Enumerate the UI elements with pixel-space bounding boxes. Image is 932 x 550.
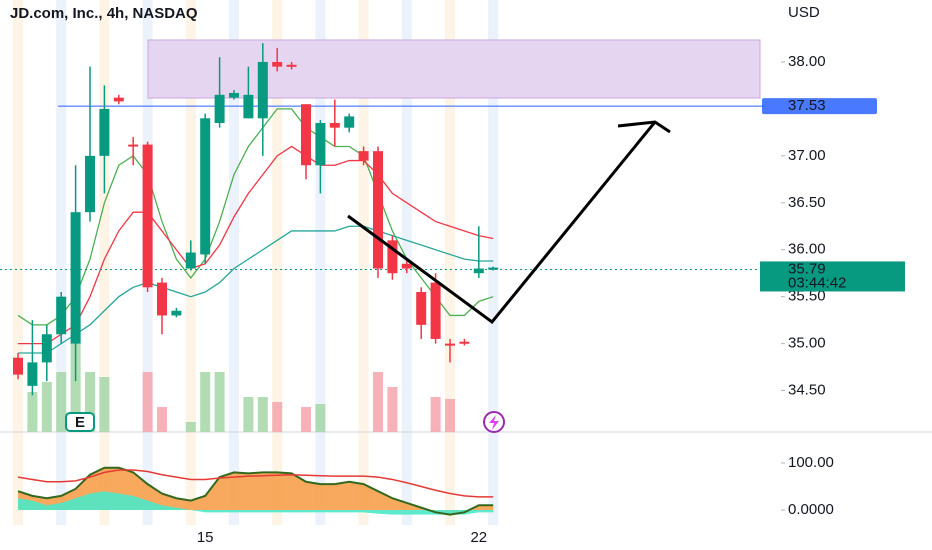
plot: 34.50 35.00 35.50 36.00 36.50 37.00 38.00 100.0… — [0, 43, 905, 546]
y-tick-label: 35.50 — [788, 288, 826, 305]
y-tick-label: 35.00 — [788, 335, 826, 352]
volume-bar — [56, 372, 67, 432]
candle-body — [27, 362, 38, 386]
earnings-icon: E — [75, 414, 85, 431]
candle-body — [56, 296, 67, 335]
candle-body — [13, 357, 23, 375]
candle-body — [445, 343, 455, 346]
supply-zone — [147, 39, 761, 99]
candle-body — [272, 61, 283, 67]
session-band — [229, 0, 239, 525]
volume-bar — [157, 407, 167, 432]
volume-bar — [27, 392, 38, 432]
volume-bar — [214, 372, 225, 432]
candle-body — [70, 212, 81, 344]
session-band — [445, 0, 455, 525]
candle-body — [488, 267, 499, 270]
y-tick-label: 38.00 — [788, 53, 826, 70]
session-band — [315, 0, 326, 525]
volume-bar — [243, 397, 254, 432]
session-band — [13, 0, 23, 525]
volume-bar — [430, 397, 441, 432]
candle-body — [301, 104, 311, 166]
candle-body — [128, 144, 139, 147]
candle-body — [99, 108, 110, 156]
countdown-label: 03:44:42 — [788, 274, 846, 291]
candle-body — [85, 155, 95, 213]
level-label: 37.53 — [788, 97, 826, 114]
candle-body — [113, 97, 124, 102]
volume-bar — [185, 422, 196, 432]
candle-body — [257, 61, 268, 119]
candle-body — [344, 116, 355, 128]
moving-average — [18, 225, 494, 354]
candle-body — [214, 94, 225, 123]
x-tick-label: 15 — [197, 529, 214, 546]
session-band — [358, 0, 369, 525]
candle-body — [142, 144, 153, 288]
x-tick-label: 22 — [470, 529, 487, 546]
volume-bar — [445, 399, 455, 432]
candle-body — [157, 282, 167, 316]
volume-bar — [387, 387, 398, 432]
candle-body — [401, 263, 412, 269]
y-tick-label: 37.00 — [788, 147, 826, 164]
candle-body — [416, 291, 427, 325]
moving-average — [18, 145, 494, 345]
candle-body — [430, 282, 441, 339]
candle-body — [315, 122, 326, 166]
last-price-label: 35.79 — [788, 260, 826, 277]
arrow-head — [617, 120, 671, 134]
volume-bar — [315, 404, 326, 432]
volume-bar — [99, 377, 110, 432]
volume-bar — [41, 382, 52, 432]
volume-bar — [200, 372, 211, 432]
candle-body — [243, 94, 254, 119]
candle-body — [329, 122, 340, 128]
y-tick-label: 36.00 — [788, 241, 826, 258]
osc-tick-label: 100.00 — [788, 454, 834, 471]
volume-bar — [301, 407, 311, 432]
osc-h-area — [18, 491, 494, 515]
candle-body — [200, 118, 211, 255]
candle-body — [358, 151, 369, 161]
candle-body — [185, 252, 196, 269]
candle-body — [373, 151, 383, 269]
y-tick-label: 36.50 — [788, 194, 826, 211]
candle-body — [473, 268, 484, 274]
osc-k-line — [17, 466, 494, 516]
candle-body — [286, 64, 297, 67]
candle-body — [387, 240, 398, 274]
candle-body — [459, 341, 470, 344]
projection-arrow — [347, 121, 657, 325]
volume-bar — [257, 397, 268, 432]
volume-bar — [272, 402, 283, 432]
candle-body — [229, 92, 239, 98]
candle-body — [41, 334, 52, 363]
event-icon — [489, 415, 499, 430]
session-band — [488, 0, 499, 525]
volume-bar — [142, 372, 153, 432]
candle-body — [171, 310, 182, 316]
currency-label: USD — [788, 4, 820, 21]
y-tick-label: 34.50 — [788, 382, 826, 399]
session-band — [99, 0, 110, 525]
earnings-badge[interactable] — [65, 412, 95, 432]
chart-title: JD.com, Inc., 4h, NASDAQ — [10, 5, 198, 22]
osc-tick-label: 0.0000 — [788, 501, 834, 518]
session-band — [272, 0, 283, 525]
moving-average — [17, 108, 494, 326]
last-price-badge — [760, 261, 905, 292]
volume-bar — [85, 372, 95, 432]
volume-bar — [373, 372, 383, 432]
osc-d-line — [17, 469, 494, 498]
session-band — [56, 0, 67, 525]
level-badge — [762, 98, 877, 115]
